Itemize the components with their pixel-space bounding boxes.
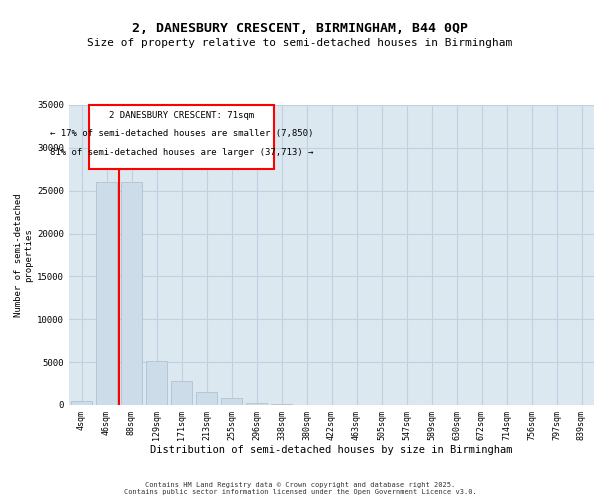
Text: 81% of semi-detached houses are larger (37,713) →: 81% of semi-detached houses are larger (… <box>50 148 313 156</box>
Bar <box>96 182 117 405</box>
FancyBboxPatch shape <box>89 105 274 170</box>
Text: Size of property relative to semi-detached houses in Birmingham: Size of property relative to semi-detach… <box>88 38 512 48</box>
Bar <box>271 404 292 405</box>
Text: 2, DANESBURY CRESCENT, BIRMINGHAM, B44 0QP: 2, DANESBURY CRESCENT, BIRMINGHAM, B44 0… <box>132 22 468 36</box>
Bar <box>246 404 267 405</box>
X-axis label: Distribution of semi-detached houses by size in Birmingham: Distribution of semi-detached houses by … <box>150 446 513 456</box>
Text: Contains HM Land Registry data © Crown copyright and database right 2025.
Contai: Contains HM Land Registry data © Crown c… <box>124 482 476 495</box>
Bar <box>71 400 92 405</box>
Text: 2 DANESBURY CRESCENT: 71sqm: 2 DANESBURY CRESCENT: 71sqm <box>109 111 254 120</box>
Text: ← 17% of semi-detached houses are smaller (7,850): ← 17% of semi-detached houses are smalle… <box>50 130 313 138</box>
Bar <box>196 392 217 405</box>
Bar <box>171 381 192 405</box>
Bar <box>121 182 142 405</box>
Bar <box>146 362 167 405</box>
Y-axis label: Number of semi-detached
properties: Number of semi-detached properties <box>14 193 33 317</box>
Bar <box>221 398 242 405</box>
